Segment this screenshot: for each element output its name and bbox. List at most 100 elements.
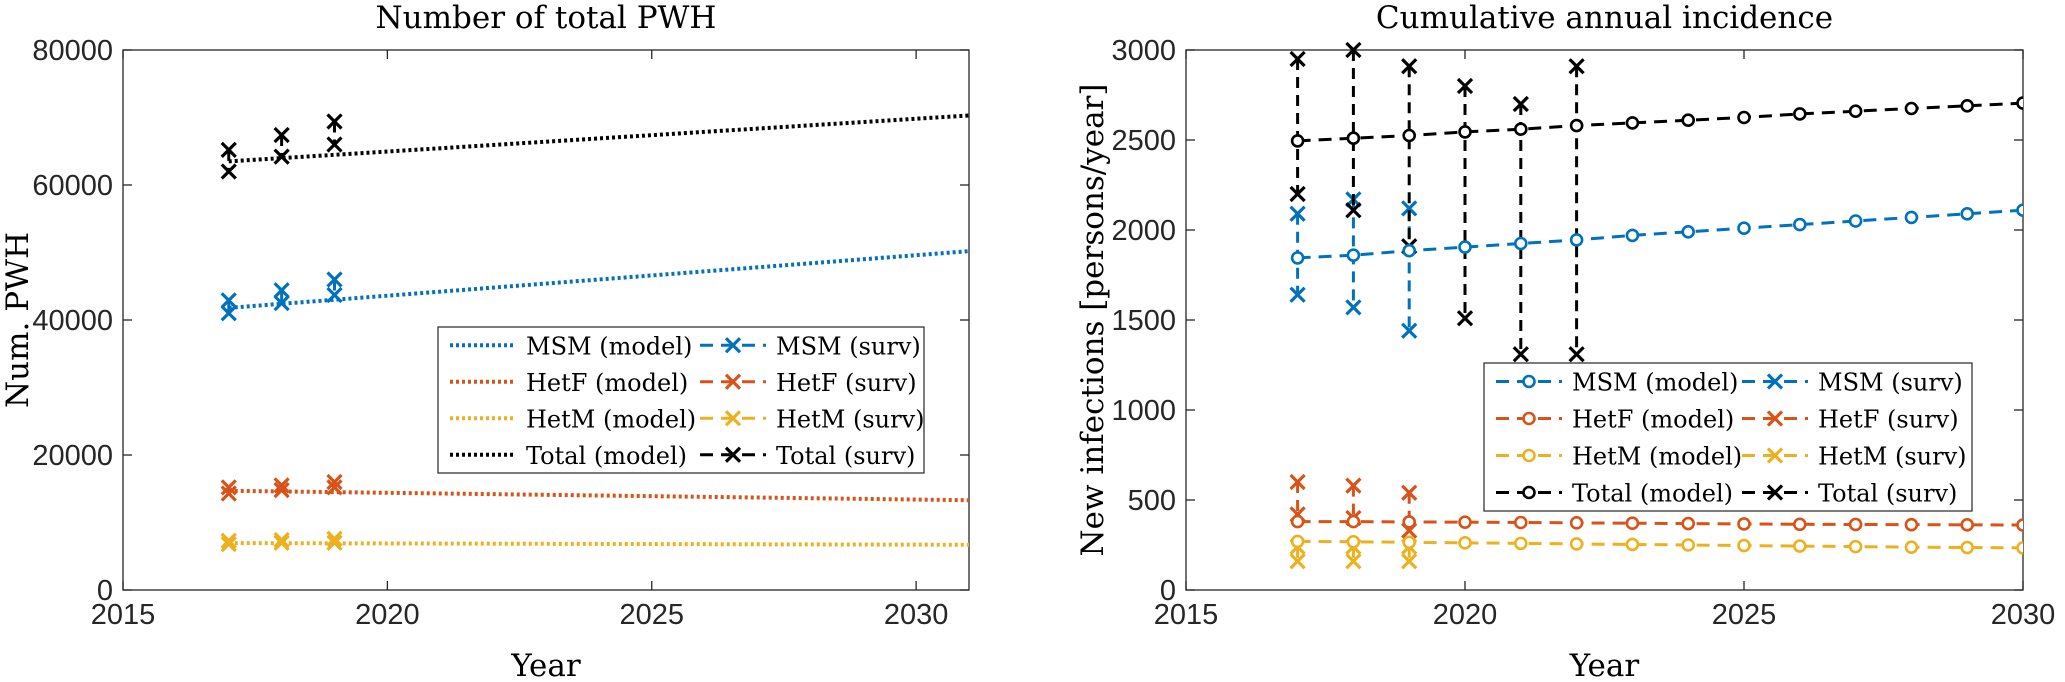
model-marker	[2016, 96, 2023, 110]
y-tick-label: 3000	[1111, 35, 1176, 67]
surv-marker-low	[326, 286, 343, 304]
model-line	[228, 113, 969, 164]
legend-label: HetF (model)	[526, 369, 688, 397]
model-marker	[1569, 118, 1584, 133]
model-marker	[1346, 514, 1361, 529]
legend-swatch-marker	[1766, 410, 1784, 427]
x-tick-label: 2025	[1712, 599, 1777, 631]
surv-marker-low	[1345, 553, 1362, 570]
model-marker	[1290, 251, 1305, 265]
model-marker	[1625, 116, 1640, 130]
model-marker	[1960, 207, 1974, 221]
x-tick-label: 2030	[1991, 599, 2056, 631]
model-marker	[1402, 515, 1416, 529]
legend-item: HetM (model)	[450, 405, 696, 433]
y-tick-label: 20000	[32, 440, 113, 472]
surv-marker-high	[326, 473, 343, 491]
model-marker	[2016, 541, 2023, 555]
legend-label: HetF (model)	[1572, 406, 1734, 434]
legend-label: Total (surv)	[776, 442, 915, 470]
model-marker	[1737, 110, 1751, 125]
legend-label: HetM (model)	[1572, 443, 1742, 471]
surv-marker-high	[1512, 95, 1529, 113]
model-marker	[1290, 514, 1305, 529]
model-line	[1297, 539, 2023, 550]
legend-swatch-marker	[1522, 485, 1536, 500]
surv-marker-low	[220, 305, 237, 322]
model-marker	[1402, 535, 1416, 550]
surv-marker-low	[220, 485, 237, 502]
surv-marker-high	[1289, 473, 1306, 491]
surv-series-hetf	[220, 473, 343, 502]
y-axis-label: Num. PWH	[0, 232, 36, 408]
legend-swatch-marker	[1766, 447, 1784, 464]
model-marker	[1681, 516, 1695, 531]
model-marker	[1458, 125, 1472, 139]
y-tick-label: 80000	[32, 35, 113, 67]
model-marker	[1458, 536, 1472, 550]
model-line	[1297, 208, 2023, 260]
legend-label: HetM (surv)	[776, 405, 925, 433]
chart-panel-2: 2015 2020 2025 2030 0 500 1000 1500 2000 2500 3000…	[1075, 0, 2055, 682]
model-marker	[1402, 128, 1416, 143]
model-marker	[1681, 225, 1695, 239]
legend-item: MSM (model)	[450, 332, 692, 360]
model-series-total	[228, 113, 969, 164]
legend: MSM (model) HetF (model) HetM (model) Total…	[437, 326, 925, 474]
model-line	[1297, 101, 2023, 143]
y-tick-label: 1500	[1111, 305, 1176, 337]
model-marker	[1904, 101, 1919, 116]
plot-area	[220, 113, 969, 553]
legend-item: HetM (surv)	[1742, 443, 1967, 471]
model-marker	[1793, 217, 1807, 232]
legend-label: MSM (model)	[1572, 369, 1738, 397]
model-marker	[1625, 516, 1640, 531]
legend-item: Total (surv)	[1742, 480, 1957, 508]
surv-marker-high	[220, 141, 237, 159]
surv-marker-low	[220, 163, 237, 180]
model-marker	[1960, 99, 1974, 113]
model-series-hetf	[1290, 514, 2023, 532]
legend-label: MSM (surv)	[776, 332, 921, 360]
model-marker	[1514, 236, 1528, 251]
legend-swatch-marker	[724, 337, 742, 354]
model-marker	[2016, 203, 2023, 217]
axes-box	[122, 49, 970, 591]
surv-marker-high	[1289, 205, 1306, 222]
legend-item: MSM (surv)	[700, 332, 921, 360]
model-marker	[1458, 515, 1472, 529]
surv-marker-low	[1289, 553, 1306, 570]
surv-marker-low	[326, 479, 343, 496]
legend-item: Total (surv)	[700, 442, 915, 470]
model-marker	[1290, 534, 1305, 549]
x-axis-label: Year	[510, 648, 581, 682]
model-marker	[1346, 248, 1361, 262]
surv-marker-high	[326, 271, 343, 288]
surv-marker-low	[1289, 286, 1306, 303]
model-marker	[1848, 539, 1863, 554]
model-series-msm	[228, 249, 969, 310]
surv-marker-high	[326, 530, 343, 547]
x-tick-label: 2030	[884, 599, 949, 631]
model-marker	[1848, 104, 1863, 118]
legend-swatch-marker	[1522, 448, 1536, 463]
model-series-total	[1290, 96, 2023, 148]
model-marker	[1569, 233, 1584, 247]
model-series-msm	[1290, 203, 2023, 265]
legend-label: MSM (model)	[526, 332, 692, 360]
surv-series-msm	[220, 271, 343, 322]
x-tick-label: 2020	[355, 599, 420, 631]
surv-marker-low	[1345, 202, 1362, 219]
model-marker	[1514, 515, 1528, 530]
surv-marker-low	[1401, 553, 1418, 570]
surv-marker-low	[1568, 346, 1585, 363]
legend-label: HetM (model)	[526, 405, 696, 433]
x-tick-label: 2025	[619, 599, 684, 631]
legend-item: HetF (surv)	[1742, 406, 1959, 434]
surv-marker-low	[1512, 346, 1529, 363]
surv-marker-low	[326, 136, 343, 153]
model-marker	[1346, 534, 1361, 549]
model-marker	[1904, 540, 1919, 554]
legend-label: Total (model)	[526, 442, 687, 470]
chart-panel-1: 2015 2020 2025 2030 0 20000 40000 60000 80000 Num…	[0, 0, 970, 682]
